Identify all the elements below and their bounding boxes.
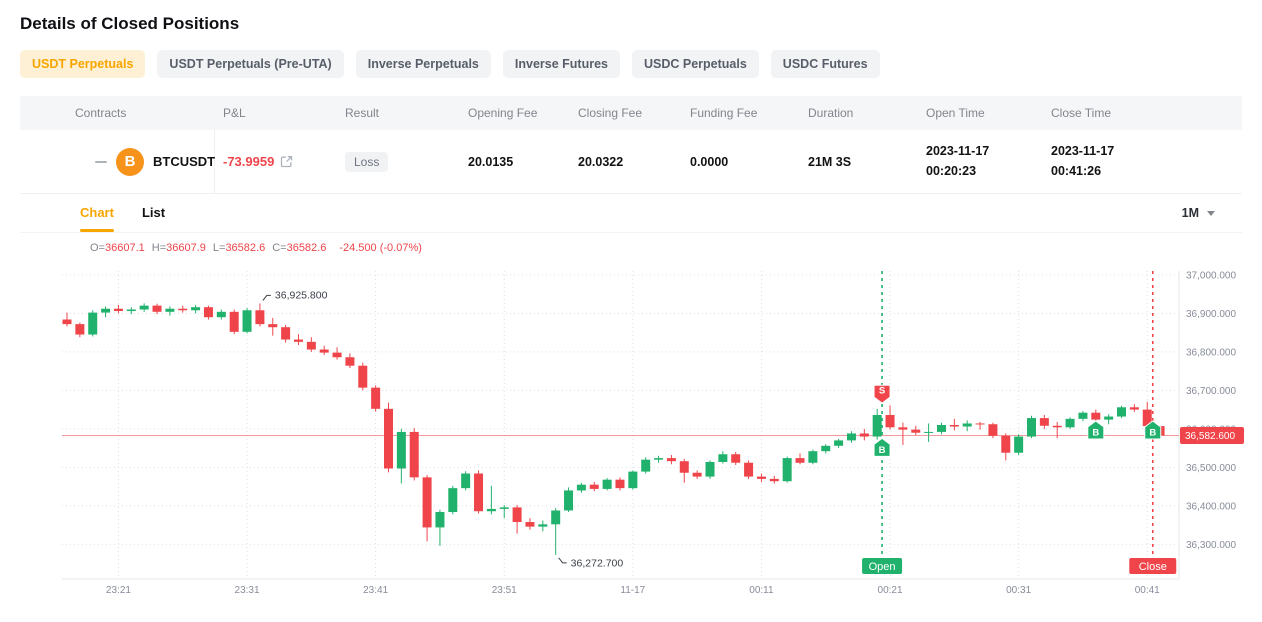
svg-text:36,582.600: 36,582.600 <box>1185 431 1235 442</box>
closing-fee-value: 20.0322 <box>578 154 624 169</box>
pnl-cell: -73.9959 <box>215 154 345 169</box>
column-header-close-time: Close Time <box>1051 106 1112 120</box>
svg-text:Open: Open <box>869 561 896 573</box>
contract-type-tabs: USDT Perpetuals USDT Perpetuals (Pre-UTA)… <box>20 50 1242 78</box>
svg-text:B: B <box>1092 428 1099 439</box>
tab-chart[interactable]: Chart <box>80 194 114 232</box>
svg-text:Close: Close <box>1139 561 1167 573</box>
trade-markers: S B B B <box>873 384 1162 457</box>
filter-tab-inverse-perpetuals[interactable]: Inverse Perpetuals <box>355 50 491 78</box>
x-axis-labels: 23:21 23:31 23:41 23:51 11-17 00:11 00:21 00:31… <box>106 585 1160 596</box>
svg-text:00:31: 00:31 <box>1006 585 1031 596</box>
opening-fee-value: 20.0135 <box>468 154 514 169</box>
svg-text:36,400.000: 36,400.000 <box>1186 501 1236 512</box>
svg-text:36,500.000: 36,500.000 <box>1186 463 1236 474</box>
column-header-open-time: Open Time <box>926 106 985 120</box>
y-axis-labels: 37,000.000 36,900.000 36,800.000 36,700.000… <box>1186 270 1236 550</box>
chart-view-tabs: Chart List 1M <box>20 194 1242 233</box>
filter-tab-usdc-perpetuals[interactable]: USDC Perpetuals <box>631 50 759 78</box>
interval-value: 1M <box>1181 206 1199 220</box>
svg-text:36,272.700: 36,272.700 <box>571 557 624 569</box>
column-header-p-l: P&L <box>223 106 246 120</box>
closed-positions-page: Details of Closed Positions USDT Perpetu… <box>20 14 1262 599</box>
svg-text:11-17: 11-17 <box>620 585 645 596</box>
open-time-value: 2023-11-17 00:20:23 <box>926 144 990 178</box>
candlestick-chart[interactable]: Open Close 36,925.800 36,272.700 S B B B 37,000.… <box>62 257 1262 599</box>
result-cell: Loss <box>345 151 468 172</box>
svg-text:37,000.000: 37,000.000 <box>1186 270 1236 281</box>
close-time-value: 2023-11-17 00:41:26 <box>1051 144 1115 178</box>
ohlc-change: -24.500 (-0.07%) <box>339 242 422 254</box>
svg-text:23:31: 23:31 <box>235 585 260 596</box>
filter-tab-usdt-perpetuals[interactable]: USDT Perpetuals <box>20 50 146 78</box>
last-price-tag: 36,582.600 <box>1180 427 1244 445</box>
pnl-value: -73.9959 <box>223 154 275 169</box>
collapse-row-icon[interactable] <box>95 160 107 163</box>
price-annotations: 36,925.800 36,272.700 <box>262 289 624 569</box>
column-header-contracts: Contracts <box>75 106 127 120</box>
svg-text:36,900.000: 36,900.000 <box>1186 309 1236 320</box>
page-title: Details of Closed Positions <box>20 14 240 33</box>
column-header-funding-fee: Funding Fee <box>690 106 758 120</box>
column-header-opening-fee: Opening Fee <box>468 106 538 120</box>
svg-text:23:41: 23:41 <box>363 585 388 596</box>
btc-coin-icon: B <box>116 147 144 176</box>
svg-text:00:11: 00:11 <box>749 585 774 596</box>
duration-value: 21M 3S <box>808 154 852 169</box>
svg-text:36,925.800: 36,925.800 <box>275 289 328 301</box>
filter-tab-usdc-futures[interactable]: USDC Futures <box>770 50 880 78</box>
tab-list[interactable]: List <box>141 205 166 220</box>
chart-axes <box>62 271 1180 580</box>
event-lines: Open Close <box>862 271 1177 574</box>
column-header-duration: Duration <box>808 106 854 120</box>
svg-text:36,700.000: 36,700.000 <box>1186 386 1236 397</box>
svg-text:B: B <box>1149 428 1156 439</box>
contracts-cell: B BTCUSDT <box>20 130 215 193</box>
interval-selector[interactable]: 1M <box>1182 206 1215 220</box>
chevron-down-icon <box>1207 210 1215 216</box>
external-link-icon[interactable] <box>280 155 293 168</box>
candles <box>62 303 1165 555</box>
column-header-closing-fee: Closing Fee <box>578 106 643 120</box>
svg-text:23:21: 23:21 <box>106 585 131 596</box>
table-header-row: Contracts P&L Result Opening Fee Closing Fee… <box>20 96 1242 130</box>
contract-symbol: BTCUSDT <box>153 154 216 169</box>
filter-tab-usdt-perpetuals-pre-uta-[interactable]: USDT Perpetuals (Pre-UTA) <box>157 50 344 78</box>
svg-text:23:51: 23:51 <box>492 585 517 596</box>
column-header-result: Result <box>345 106 380 120</box>
svg-text:00:41: 00:41 <box>1135 585 1160 596</box>
svg-text:00:21: 00:21 <box>878 585 903 596</box>
svg-text:S: S <box>879 386 885 397</box>
chart-grid <box>62 271 1179 579</box>
svg-text:B: B <box>879 445 886 456</box>
table-row: B BTCUSDT -73.9959 Loss 20.0135 20.0322 … <box>20 130 1242 194</box>
funding-fee-value: 0.0000 <box>690 154 729 169</box>
svg-text:36,800.000: 36,800.000 <box>1186 347 1236 358</box>
ohlc-readout: O=36607.1 H=36607.9 L=36582.6 C=36582.6 … <box>90 242 1242 257</box>
result-badge: Loss <box>345 151 389 172</box>
filter-tab-inverse-futures[interactable]: Inverse Futures <box>502 50 620 78</box>
svg-text:36,300.000: 36,300.000 <box>1186 540 1236 551</box>
closed-positions-table: Contracts P&L Result Opening Fee Closing Fee… <box>20 96 1242 194</box>
